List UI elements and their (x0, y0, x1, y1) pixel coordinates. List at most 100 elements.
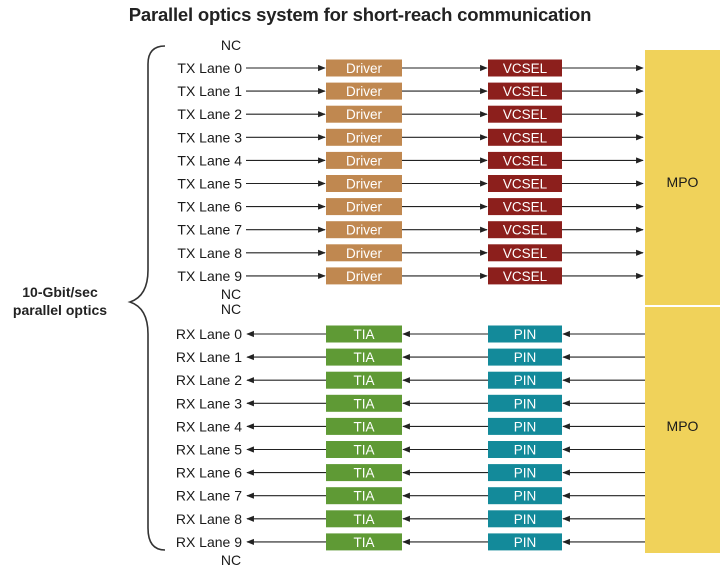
tx-lane-row: TX Lane 3 Driver VCSEL (177, 128, 644, 146)
rx-mpo-connector: MPO (645, 307, 720, 553)
pin-box-label: PIN (514, 373, 537, 388)
tia-box-label: TIA (353, 512, 374, 527)
rx-lane-row: RX Lane 2 TIA PIN (176, 371, 645, 389)
tx-mpo-label: MPO (667, 174, 699, 190)
pin-box: PIN (488, 417, 562, 435)
vcsel-box-label: VCSEL (503, 107, 548, 122)
vcsel-box-label: VCSEL (503, 269, 548, 284)
vcsel-box-rect (488, 267, 562, 285)
driver-box: Driver (326, 151, 402, 169)
rx-lane-row: RX Lane 7 TIA PIN (176, 487, 645, 505)
rx-lane-row: RX Lane 6 TIA PIN (176, 464, 645, 482)
tia-box-rect (326, 325, 402, 343)
driver-box-rect (326, 221, 402, 239)
tx-mpo-connector: MPO (645, 50, 720, 305)
vcsel-box-label: VCSEL (503, 153, 548, 168)
driver-box: Driver (326, 244, 402, 262)
tx-mpo-rect (645, 50, 720, 305)
driver-box: Driver (326, 128, 402, 146)
tx-lane-row: TX Lane 7 Driver VCSEL (177, 221, 644, 239)
driver-box-label: Driver (346, 107, 383, 122)
tx-lane-row: TX Lane 4 Driver VCSEL (177, 151, 644, 169)
tia-box: TIA (326, 371, 402, 389)
tia-box-rect (326, 464, 402, 482)
vcsel-box-label: VCSEL (503, 130, 548, 145)
pin-box: PIN (488, 464, 562, 482)
rx-mpo-rect (645, 307, 720, 553)
pin-box-label: PIN (514, 512, 537, 527)
rx-lane-row: RX Lane 1 TIA PIN (176, 348, 645, 366)
rx-mpo-label: MPO (667, 418, 699, 434)
driver-box-label: Driver (346, 177, 383, 192)
driver-box-label: Driver (346, 200, 383, 215)
driver-box-rect (326, 105, 402, 123)
pin-box-rect (488, 371, 562, 389)
driver-box-label: Driver (346, 130, 383, 145)
tx-lane-row: TX Lane 5 Driver VCSEL (177, 175, 644, 192)
vcsel-box-label: VCSEL (503, 200, 548, 215)
pin-box-rect (488, 533, 562, 551)
tx-lane-row: TX Lane 6 Driver VCSEL (177, 198, 644, 216)
vcsel-box-rect (488, 244, 562, 262)
tia-box: TIA (326, 417, 402, 435)
driver-box-label: Driver (346, 153, 383, 168)
vcsel-box: VCSEL (488, 198, 562, 216)
pin-box-label: PIN (514, 396, 537, 411)
side-label-line-2: parallel optics (12, 302, 108, 318)
pin-box-rect (488, 464, 562, 482)
tia-box: TIA (326, 348, 402, 366)
tia-box-label: TIA (353, 443, 374, 458)
tia-box-label: TIA (353, 535, 374, 550)
tia-box-label: TIA (353, 466, 374, 481)
pin-box-label: PIN (514, 350, 537, 365)
tia-box-rect (326, 441, 402, 458)
pin-box-rect (488, 441, 562, 458)
vcsel-box-label: VCSEL (503, 84, 548, 99)
rx-lane-label: RX Lane 8 (176, 511, 242, 527)
driver-box: Driver (326, 267, 402, 285)
vcsel-box-label: VCSEL (503, 61, 548, 76)
vcsel-box-rect (488, 59, 562, 77)
vcsel-box: VCSEL (488, 59, 562, 77)
nc-label: NC (221, 301, 241, 317)
tia-box-rect (326, 487, 402, 505)
vcsel-box-rect (488, 105, 562, 123)
driver-box-rect (326, 59, 402, 77)
pin-box-rect (488, 510, 562, 528)
vcsel-box-label: VCSEL (503, 177, 548, 192)
tx-lane-row: TX Lane 1 Driver VCSEL (177, 82, 644, 100)
vcsel-box-rect (488, 175, 562, 192)
vcsel-box-rect (488, 128, 562, 146)
vcsel-box: VCSEL (488, 82, 562, 100)
driver-box-label: Driver (346, 61, 383, 76)
vcsel-box: VCSEL (488, 105, 562, 123)
tx-lane-label: TX Lane 1 (177, 83, 242, 99)
pin-box-rect (488, 348, 562, 366)
nc-label: NC (221, 286, 241, 302)
driver-box-rect (326, 175, 402, 192)
driver-box-rect (326, 267, 402, 285)
tia-box: TIA (326, 394, 402, 412)
pin-box-rect (488, 394, 562, 412)
rx-lane-label: RX Lane 3 (176, 395, 242, 411)
tia-box-rect (326, 348, 402, 366)
pin-box-label: PIN (514, 419, 537, 434)
driver-box-label: Driver (346, 269, 383, 284)
vcsel-box-rect (488, 198, 562, 216)
tx-section: TX Lane 0 Driver VCSEL TX Lane 1 Driver VCSEL… (177, 59, 644, 285)
driver-box: Driver (326, 105, 402, 123)
tia-box-label: TIA (353, 419, 374, 434)
vcsel-box-rect (488, 82, 562, 100)
tia-box-label: TIA (353, 396, 374, 411)
driver-box-label: Driver (346, 246, 383, 261)
vcsel-box: VCSEL (488, 221, 562, 239)
tx-lane-row: TX Lane 9 Driver VCSEL (177, 267, 644, 285)
pin-box-rect (488, 325, 562, 343)
side-label-line-1: 10-Gbit/sec (22, 284, 98, 300)
vcsel-box: VCSEL (488, 175, 562, 192)
tia-box-label: TIA (353, 350, 374, 365)
nc-label: NC (221, 552, 241, 568)
vcsel-box: VCSEL (488, 128, 562, 146)
